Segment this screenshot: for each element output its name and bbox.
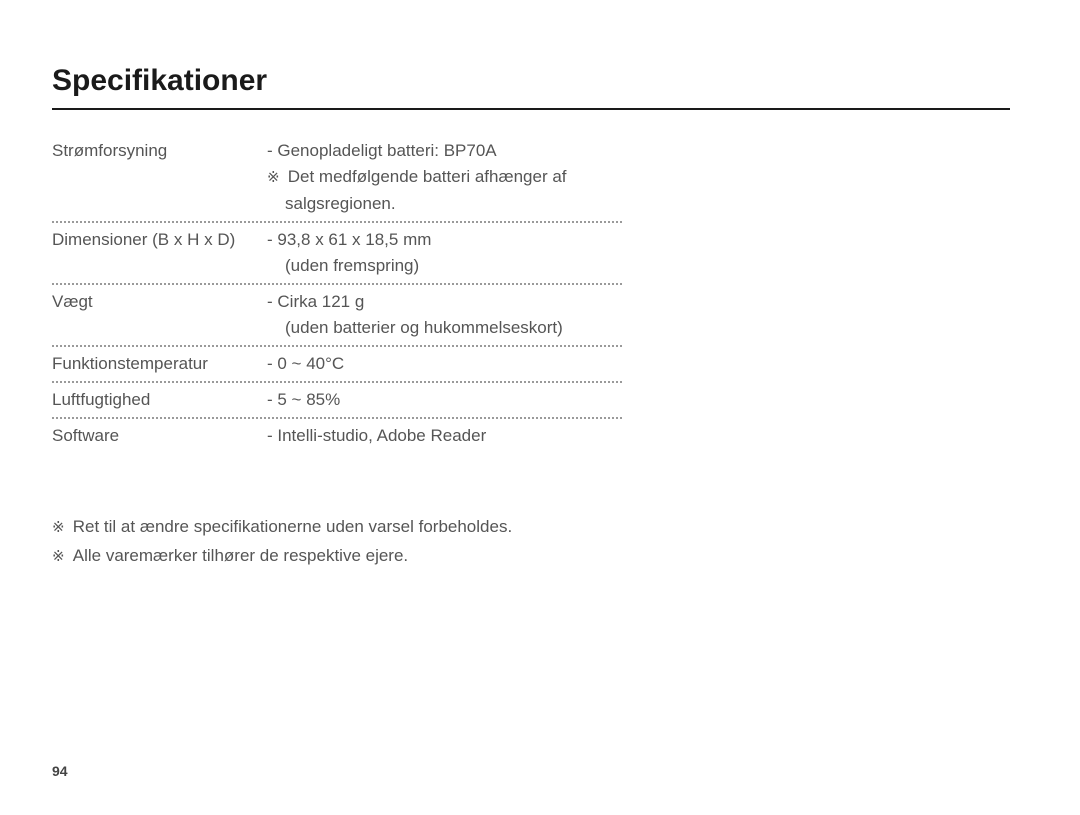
spec-label: Software xyxy=(52,423,267,449)
footnotes: ※ Ret til at ændre specifikationerne ude… xyxy=(52,513,1010,571)
spec-value-line: (uden batterier og hukommelseskort) xyxy=(267,315,622,341)
table-row: Funktionstemperatur- 0 ~ 40°C xyxy=(52,347,622,383)
spec-value-line: - 0 ~ 40°C xyxy=(267,351,622,377)
table-row: Strømforsyning- Genopladeligt batteri: B… xyxy=(52,134,622,223)
page-number: 94 xyxy=(52,763,68,779)
spec-value-line: - Cirka 121 g xyxy=(267,289,622,315)
spec-value-line: - Intelli-studio, Adobe Reader xyxy=(267,423,622,449)
spec-value: - 5 ~ 85% xyxy=(267,387,622,413)
footnote-line: ※ Alle varemærker tilhører de respektive… xyxy=(52,542,1010,571)
spec-value: - Cirka 121 g(uden batterier og hukommel… xyxy=(267,289,622,341)
table-row: Dimensioner (B x H x D)- 93,8 x 61 x 18,… xyxy=(52,223,622,285)
spec-value-line: (uden fremspring) xyxy=(267,253,622,279)
reference-mark-icon: ※ xyxy=(52,519,69,536)
spec-label: Dimensioner (B x H x D) xyxy=(52,227,267,279)
spec-value: - 0 ~ 40°C xyxy=(267,351,622,377)
table-row: Software- Intelli-studio, Adobe Reader xyxy=(52,419,622,453)
spec-value-line: - 93,8 x 61 x 18,5 mm xyxy=(267,227,622,253)
spec-value-line: - 5 ~ 85% xyxy=(267,387,622,413)
page: Specifikationer Strømforsyning- Genoplad… xyxy=(0,0,1080,815)
spec-label: Strømforsyning xyxy=(52,138,267,217)
page-title: Specifikationer xyxy=(52,64,1010,110)
spec-label: Funktionstemperatur xyxy=(52,351,267,377)
reference-mark-icon: ※ xyxy=(267,169,284,186)
spec-value-line: salgsregionen. xyxy=(267,191,622,217)
spec-value: - Intelli-studio, Adobe Reader xyxy=(267,423,622,449)
spec-label: Vægt xyxy=(52,289,267,341)
footnote-line: ※ Ret til at ændre specifikationerne ude… xyxy=(52,513,1010,542)
specs-table: Strømforsyning- Genopladeligt batteri: B… xyxy=(52,134,622,453)
spec-value-line: ※ Det medfølgende batteri afhænger af xyxy=(267,164,622,191)
spec-label: Luftfugtighed xyxy=(52,387,267,413)
spec-value: - 93,8 x 61 x 18,5 mm(uden fremspring) xyxy=(267,227,622,279)
table-row: Luftfugtighed- 5 ~ 85% xyxy=(52,383,622,419)
reference-mark-icon: ※ xyxy=(52,548,69,565)
table-row: Vægt- Cirka 121 g(uden batterier og huko… xyxy=(52,285,622,347)
spec-value-line: - Genopladeligt batteri: BP70A xyxy=(267,138,622,164)
spec-value: - Genopladeligt batteri: BP70A※ Det medf… xyxy=(267,138,622,217)
